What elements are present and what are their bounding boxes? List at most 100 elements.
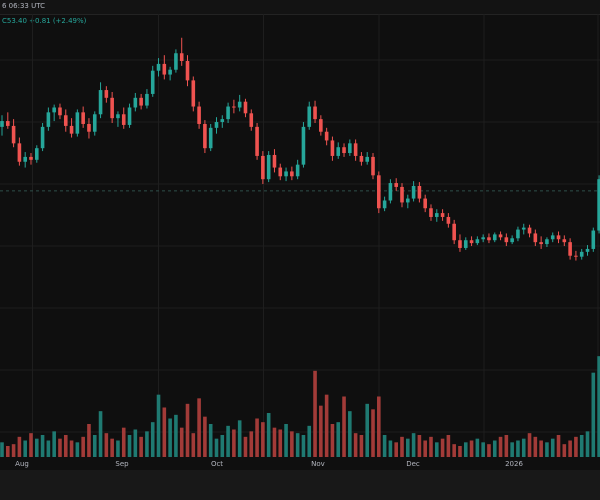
volume-bar [550, 438, 555, 457]
volume-bar [411, 433, 416, 457]
candle-body [81, 112, 85, 124]
candle-body [568, 242, 572, 256]
volume-bar [63, 435, 68, 457]
volume-bar [116, 440, 120, 457]
candle-body [266, 154, 271, 180]
candle-body [591, 230, 596, 249]
volume-bar [348, 411, 352, 457]
volume-bar [232, 429, 236, 457]
candle-body [504, 237, 509, 243]
candle-body [69, 125, 74, 134]
volume-bar [69, 440, 74, 457]
volume-bar [498, 436, 503, 457]
volume-bar [34, 438, 39, 457]
volume-bar [429, 436, 433, 457]
volume-bar [365, 403, 370, 457]
volume-bar [579, 435, 584, 457]
candle-body [463, 240, 468, 248]
candle-body [348, 143, 352, 154]
volume-bar [133, 429, 138, 457]
candle-body [487, 237, 491, 241]
candle-body [388, 183, 393, 201]
candle-body [98, 90, 103, 115]
candle-body [539, 242, 543, 245]
volume-bar [463, 442, 468, 457]
candle-body [52, 107, 56, 113]
candle-body [63, 115, 68, 126]
volume-bar [237, 420, 242, 457]
volume-bar [469, 440, 474, 457]
volume-bar [591, 372, 596, 457]
volume-bar [75, 442, 80, 457]
price-candles [0, 37, 600, 261]
candle-body [545, 239, 549, 245]
volume-bar [301, 435, 306, 457]
volume-bar [510, 442, 514, 457]
candle-body [110, 97, 114, 119]
candle-body [104, 90, 109, 98]
volume-bar [458, 446, 462, 457]
candle-body [521, 227, 526, 230]
candle-body [255, 126, 259, 156]
volume-bar [400, 436, 404, 457]
volume-bar [110, 438, 114, 457]
volume-bar [58, 438, 62, 457]
candle-body [156, 63, 161, 71]
candle-body [11, 125, 16, 144]
volume-bar [40, 435, 45, 457]
candle-body [0, 121, 4, 127]
volume-bar [243, 436, 248, 457]
volume-bar [139, 436, 143, 457]
candle-body [243, 101, 248, 114]
candle-body [139, 97, 143, 106]
ohlc-legend: C53.40 +0.81 (+2.49%) [2, 17, 86, 25]
volume-bar [446, 435, 451, 457]
volume-bar [208, 424, 213, 457]
candle-body [46, 112, 51, 127]
candle-body [203, 123, 207, 149]
volume-bar [324, 394, 329, 457]
volume-bar [87, 424, 91, 457]
volume-bar [52, 431, 56, 457]
candle-body [133, 97, 138, 108]
volume-bar [319, 405, 323, 457]
volume-bar [17, 436, 22, 457]
candle-body [556, 235, 561, 240]
volume-bar [353, 433, 358, 457]
header-time-text: 6 06:33 UTC [2, 2, 45, 10]
volume-bar [145, 431, 149, 457]
volume-bar [23, 440, 27, 457]
candle-body [121, 114, 126, 125]
candle-body [179, 53, 184, 61]
candle-body [423, 198, 427, 209]
volume-bar [272, 427, 277, 457]
volume-bar [46, 440, 51, 457]
candle-body [261, 155, 265, 180]
candle-body [330, 140, 335, 156]
volume-bar [185, 403, 190, 457]
candle-body [75, 112, 80, 134]
volume-bar [556, 435, 561, 457]
candle-body [498, 234, 503, 238]
volume-bar [226, 425, 230, 457]
volume-bar [545, 442, 549, 457]
candle-body [510, 238, 514, 243]
volume-bar [330, 424, 335, 457]
candle-body [434, 213, 439, 217]
volume-bar [174, 414, 178, 457]
volume-bar [527, 433, 532, 457]
candle-body [191, 80, 196, 107]
candle-body [377, 175, 381, 209]
volume-bar [191, 433, 196, 457]
candle-body [150, 70, 155, 94]
candle-body [208, 127, 213, 149]
candle-body [527, 227, 532, 234]
volume-bar [533, 436, 538, 457]
volume-bar [417, 435, 422, 457]
volume-bar [539, 440, 543, 457]
candle-body [550, 235, 555, 240]
candle-body [226, 106, 230, 120]
legend-change-text: C53.40 +0.81 (+2.49%) [2, 17, 87, 25]
volume-bar [255, 418, 259, 457]
